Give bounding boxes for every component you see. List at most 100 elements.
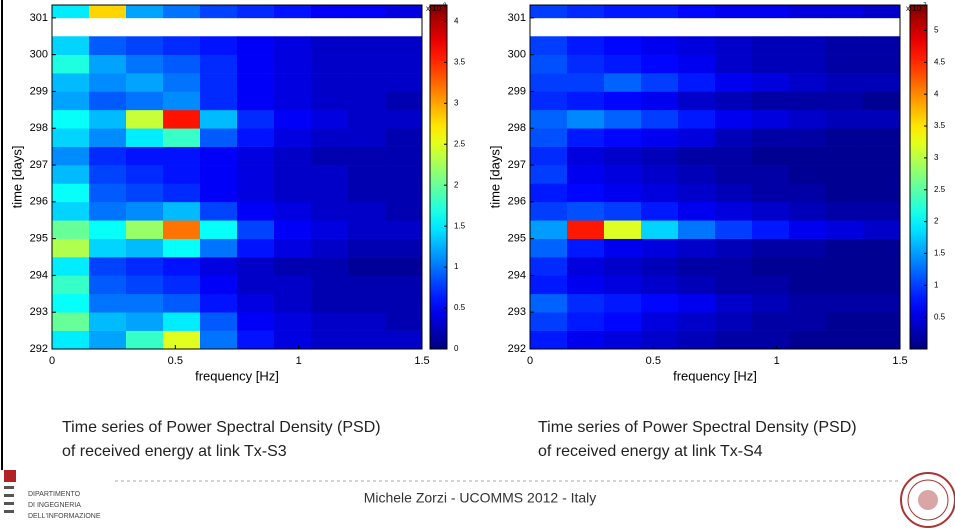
cell (311, 91, 349, 111)
cell (52, 109, 90, 129)
y-tick-label: 300 (508, 49, 526, 61)
cell (126, 5, 164, 19)
cell (274, 257, 312, 276)
x-tick-label: 0 (49, 355, 55, 367)
cell (826, 165, 864, 184)
cell (126, 220, 164, 239)
cell (311, 238, 349, 258)
cell (715, 220, 753, 239)
cell (237, 165, 275, 184)
cell (52, 91, 90, 111)
cell (826, 275, 864, 295)
cell (200, 54, 238, 74)
cell (715, 293, 753, 313)
y-tick-label: 294 (508, 269, 526, 281)
y-tick-label: 299 (30, 85, 48, 97)
cell (530, 73, 568, 92)
cell (348, 54, 386, 74)
cell (752, 183, 790, 203)
colorbar (429, 4, 448, 350)
cell (89, 293, 127, 313)
cell (348, 36, 386, 55)
cell (604, 73, 642, 92)
cell (89, 36, 127, 55)
x-tick-label: 0 (527, 355, 533, 367)
colorbar-tick-label: 3 (934, 153, 939, 162)
cell (126, 257, 164, 276)
colorbar-tick-label: 1 (934, 280, 939, 289)
cell (641, 54, 679, 74)
cell (604, 109, 642, 129)
y-tick-label: 300 (30, 49, 48, 61)
x-tick-label: 1.5 (414, 355, 429, 367)
cell (567, 91, 605, 111)
cell (274, 146, 312, 166)
cell (163, 109, 201, 129)
cell (826, 109, 864, 129)
cell (200, 293, 238, 313)
colorbar-tick-label: 4.5 (934, 57, 946, 66)
cell (863, 312, 900, 331)
cell (641, 128, 679, 147)
cell (237, 275, 275, 295)
cell (604, 293, 642, 313)
colorbar-base: x 10 (426, 4, 442, 13)
cell (567, 109, 605, 129)
cell (789, 73, 827, 92)
cell (567, 54, 605, 74)
colorbar-tick-label: 3 (454, 98, 459, 107)
caption: Time series of Power Spectral Density (P… (538, 419, 857, 436)
cell (789, 54, 827, 74)
y-tick-label: 299 (508, 85, 526, 97)
cell (715, 201, 753, 221)
x-tick-label: 1 (774, 355, 780, 367)
cell (641, 293, 679, 313)
cell (348, 5, 386, 19)
cell (604, 5, 642, 19)
cell (863, 36, 900, 55)
cell (126, 165, 164, 184)
cell (715, 257, 753, 276)
y-tick-label: 296 (508, 196, 526, 208)
cell (789, 293, 827, 313)
y-tick-label: 301 (508, 12, 526, 24)
cell (52, 73, 90, 92)
cell (348, 146, 386, 166)
colorbar-exponent: -8 (441, 3, 447, 9)
cell (715, 165, 753, 184)
cell (678, 275, 716, 295)
cell (604, 165, 642, 184)
cell (530, 201, 568, 221)
cell (826, 146, 864, 166)
cell (163, 293, 201, 313)
cell (89, 54, 127, 74)
cell (200, 91, 238, 111)
cell (52, 312, 90, 331)
cell (641, 312, 679, 331)
cell (863, 201, 900, 221)
cell (89, 183, 127, 203)
cell (274, 293, 312, 313)
cell (52, 201, 90, 221)
cell (200, 165, 238, 184)
logo-bar (4, 494, 14, 497)
cell (348, 201, 386, 221)
cell (604, 220, 642, 239)
cell (678, 128, 716, 147)
y-tick-label: 297 (30, 159, 48, 171)
y-axis-label: time [days] (487, 146, 502, 209)
y-tick-label: 297 (508, 159, 526, 171)
cell (826, 5, 864, 19)
cell (274, 220, 312, 239)
cell (348, 330, 386, 349)
cell (715, 146, 753, 166)
cell (604, 183, 642, 203)
colorbar-base: x 10 (906, 4, 922, 13)
cell (789, 165, 827, 184)
cell (826, 128, 864, 147)
cell (348, 275, 386, 295)
cell (752, 293, 790, 313)
cell (385, 36, 422, 55)
seal-center (918, 490, 938, 510)
cell (311, 330, 349, 349)
